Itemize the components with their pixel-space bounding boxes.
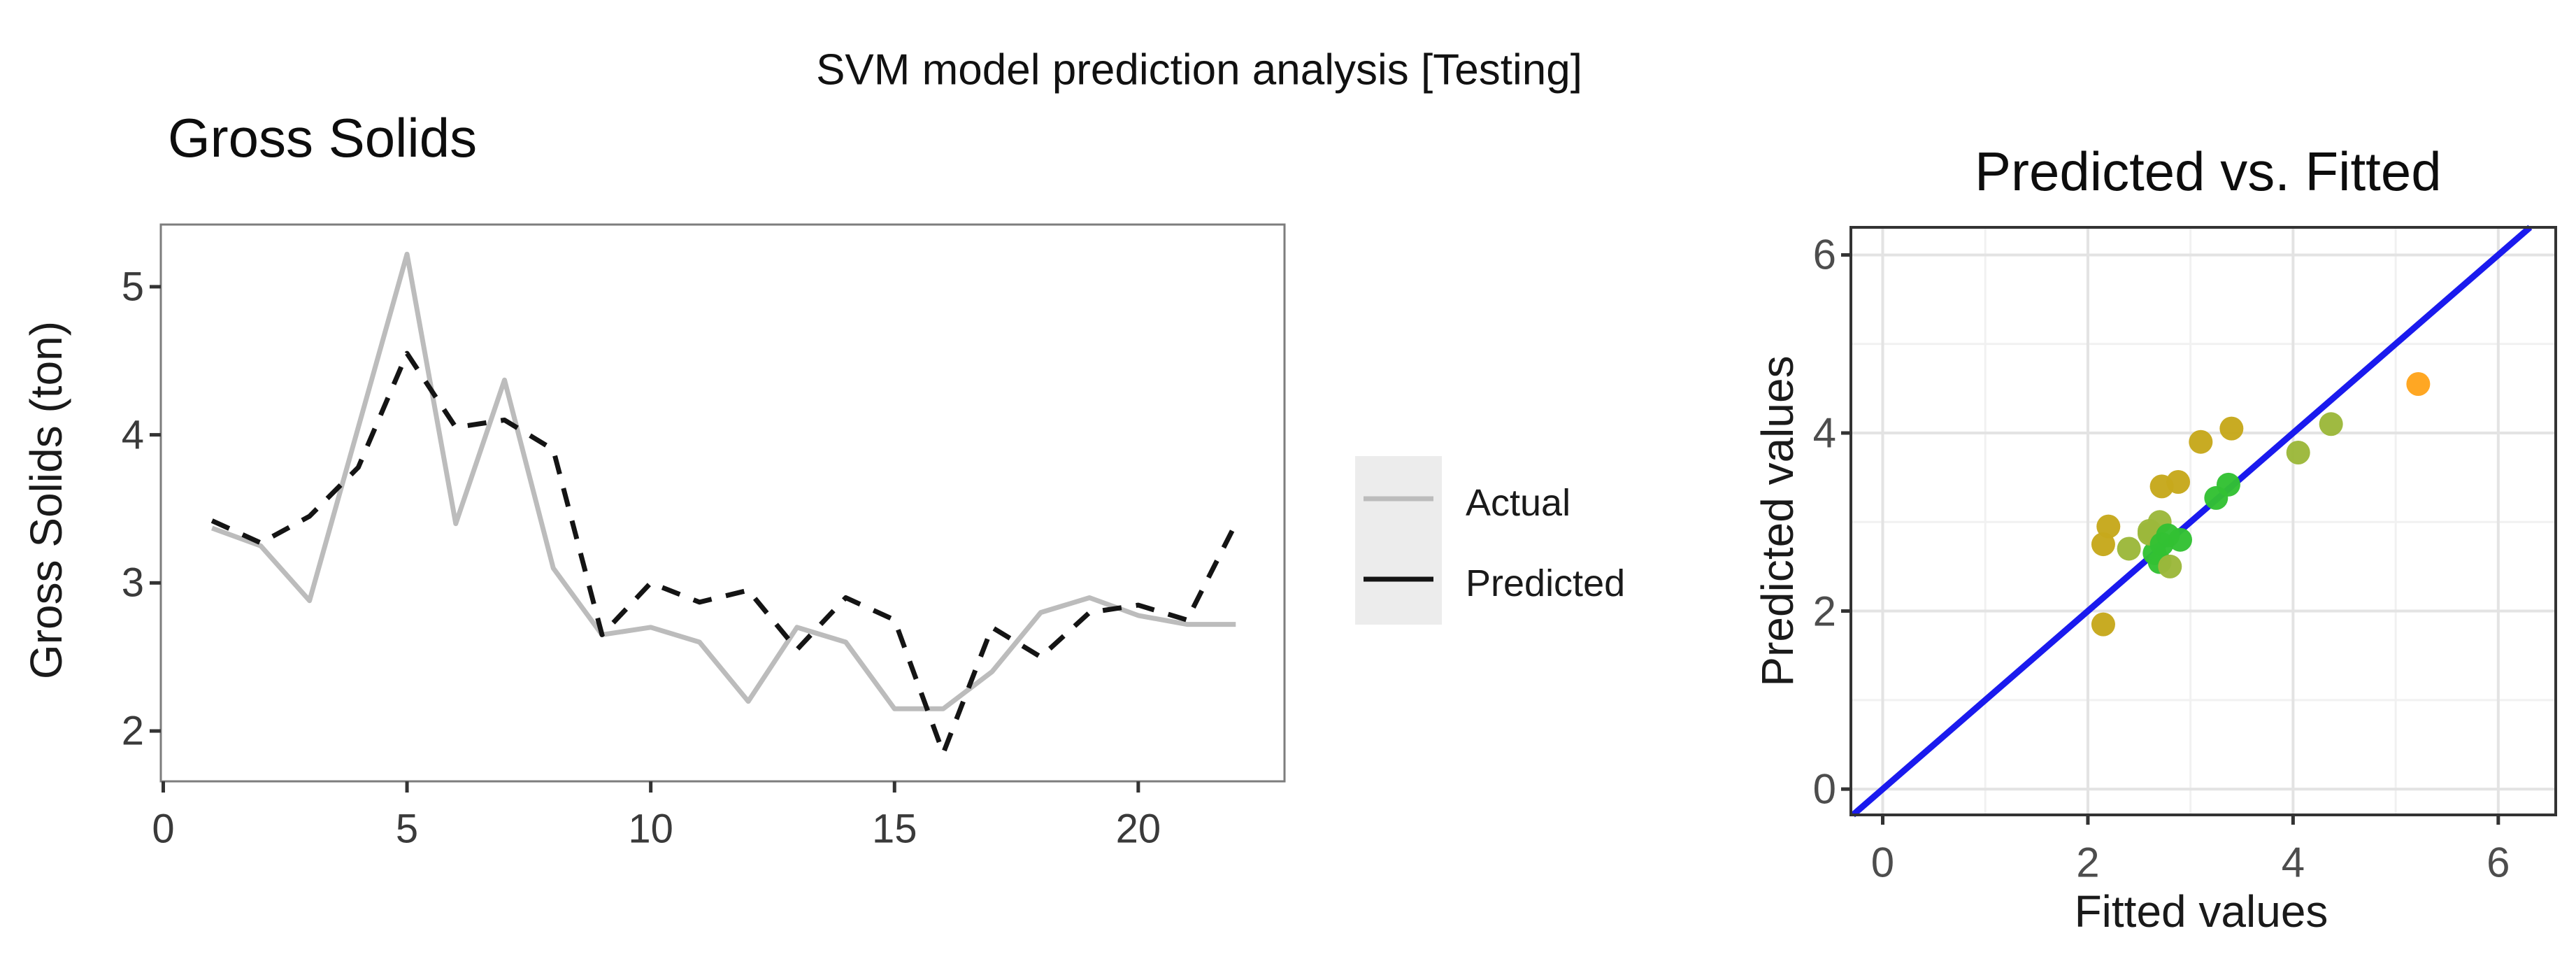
tick-label: 4 (1812, 409, 1836, 457)
tick-label: 4 (121, 412, 144, 458)
right-x-axis-label: Fitted values (2074, 886, 2328, 937)
tick-label: 5 (121, 264, 144, 310)
figure-title: SVM model prediction analysis [Testing] (816, 45, 1582, 94)
tick-label: 10 (628, 806, 673, 852)
left-y-axis-label: Gross Solids (ton) (21, 320, 71, 680)
right-chart-title: Predicted vs. Fitted (1975, 141, 2442, 202)
tick-label: 0 (152, 806, 175, 852)
tick-label: 2 (121, 708, 144, 754)
tick-label: 0 (1812, 765, 1836, 813)
tick-label: 2 (2076, 839, 2100, 886)
tick-label: 15 (871, 806, 917, 852)
tick-label: 2 (1812, 588, 1836, 635)
legend-label-actual: Actual (1466, 482, 1571, 524)
tick-label: 6 (1812, 231, 1836, 278)
tick-label: 20 (1115, 806, 1161, 852)
tick-label: 4 (2281, 839, 2305, 886)
tick-label: 0 (1870, 839, 1895, 886)
left-chart-title: Gross Solids (168, 107, 478, 169)
tick-label: 6 (2486, 839, 2510, 886)
right-y-axis-label: Predicted values (1752, 355, 1803, 687)
tick-label: 3 (121, 560, 144, 606)
legend-label-predicted: Predicted (1466, 562, 1626, 604)
tick-label: 5 (395, 806, 419, 852)
